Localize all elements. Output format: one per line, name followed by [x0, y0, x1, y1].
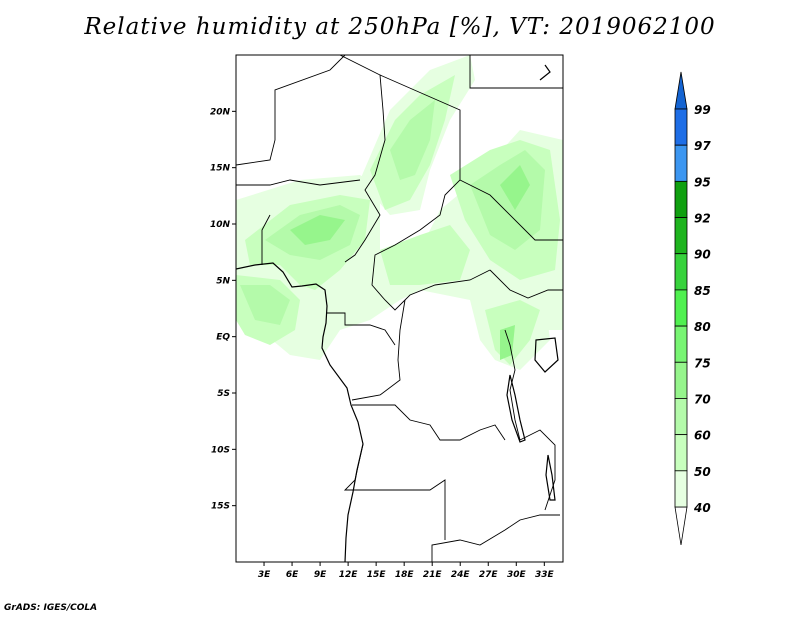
colorbar-label: 75: [694, 356, 711, 370]
lake-malawi: [545, 454, 556, 501]
humidity-shading: [236, 55, 563, 370]
lat-tick-label: 10N: [210, 220, 231, 230]
rh-area-car: [380, 225, 470, 285]
colorbar-label: 50: [694, 465, 711, 479]
lat-tick-label: 5S: [217, 389, 230, 399]
footer-credit: GrADS: IGES/COLA: [4, 603, 98, 613]
border: [339, 55, 386, 263]
lat-tick-label: 10S: [211, 445, 230, 455]
colorbar-segment: [674, 108, 688, 146]
colorbar-above-arrow: [674, 71, 688, 110]
map-frame: [235, 54, 564, 563]
lon-tick-label: 9E: [314, 570, 327, 580]
rh-area-coast-core: [240, 285, 290, 325]
colorbar-segment: [674, 398, 688, 436]
border: [236, 179, 361, 186]
border: [261, 214, 271, 265]
lake-tanganyika: [506, 374, 526, 443]
lon-tick-label: 24E: [451, 570, 471, 580]
border: [371, 74, 491, 311]
colorbar-label: 80: [694, 320, 711, 334]
colorbar-label: 60: [694, 429, 711, 443]
colorbar-label: 85: [694, 284, 711, 298]
lat-tick-label: 15N: [210, 164, 231, 174]
lon-tick-label: 15E: [367, 570, 387, 580]
rh-area-chad-core: [390, 100, 435, 180]
colorbar-label: 99: [694, 103, 711, 117]
lon-tick-label: 21E: [423, 570, 443, 580]
colorbar-label: 90: [694, 248, 711, 262]
colorbar-segment: [674, 180, 688, 218]
border: [469, 55, 563, 89]
colorbar-segment: [674, 217, 688, 255]
lake-victoria: [534, 337, 559, 373]
lat-axis: 20N 15N 10N 5N EQ 5S 10S 15S: [210, 107, 236, 512]
lon-tick-label: 30E: [507, 570, 527, 580]
colorbar-segment: [674, 289, 688, 327]
rh-area-sudan-core: [470, 150, 545, 250]
colorbar-label: 40: [693, 501, 711, 515]
colorbar-segment: [674, 253, 688, 291]
border: [459, 179, 563, 241]
rh-area-peak-1: [290, 215, 345, 245]
colorbar-segment: [674, 434, 688, 472]
colorbar: 99 97 95 92 90 85 80 75 70 60 50 40: [674, 71, 711, 546]
colorbar-below-arrow: [674, 506, 688, 546]
lon-tick-label: 3E: [258, 570, 271, 580]
map-boundaries: [236, 55, 563, 562]
colorbar-label: 95: [694, 175, 711, 189]
plot-title: Relative humidity at 250hPa [%], VT: 201…: [84, 14, 716, 40]
colorbar-segment: [674, 144, 688, 182]
border: [489, 269, 563, 299]
red-sea-coast: [539, 64, 551, 81]
lon-tick-label: 6E: [286, 570, 299, 580]
lon-tick-label: 27E: [479, 570, 499, 580]
lon-tick-label: 18E: [395, 570, 415, 580]
border: [326, 312, 396, 346]
rh-area-peak-2: [500, 165, 530, 210]
border: [504, 329, 521, 441]
lon-axis: 3E 6E 9E 12E 15E 18E 21E 24E 27E 30E 33E: [258, 562, 555, 580]
border: [431, 514, 560, 562]
border: [352, 404, 506, 441]
lat-tick-label: 20N: [210, 107, 231, 117]
colorbar-label: 70: [694, 392, 711, 406]
border: [351, 299, 406, 401]
border: [236, 55, 346, 166]
colorbar-segment: [674, 361, 688, 399]
border: [343, 443, 446, 540]
colorbar-label: 97: [694, 139, 711, 153]
colorbar-segment: [674, 470, 688, 508]
colorbar-segment: [674, 325, 688, 363]
border: [519, 429, 556, 511]
lon-tick-label: 33E: [535, 570, 555, 580]
coastline: [236, 262, 364, 562]
lat-tick-label: EQ: [216, 333, 230, 343]
lon-tick-label: 12E: [339, 570, 359, 580]
lat-tick-label: 15S: [211, 502, 230, 512]
lat-tick-label: 5N: [216, 276, 230, 286]
colorbar-label: 92: [694, 212, 711, 226]
